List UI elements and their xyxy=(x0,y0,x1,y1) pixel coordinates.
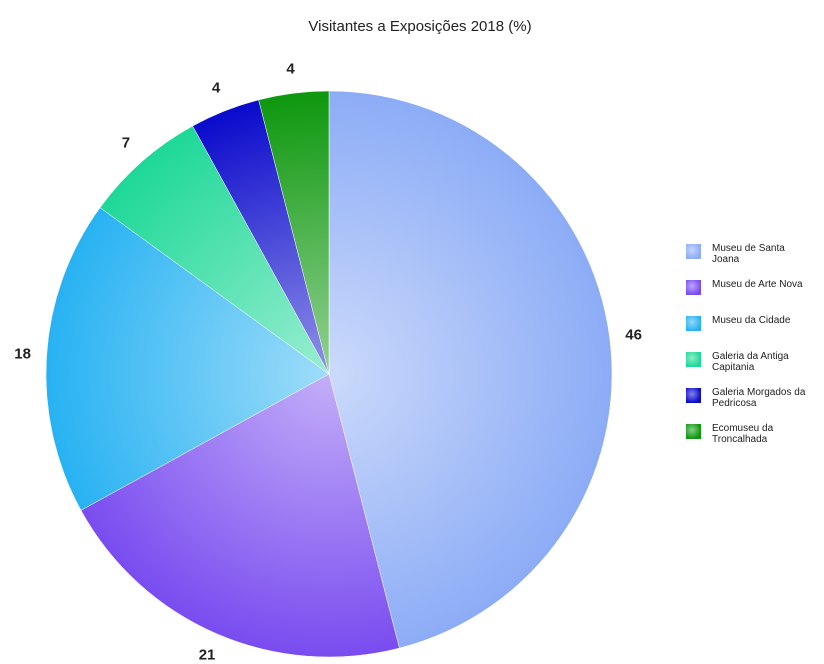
legend-item: Galeria Morgados da Pedricosa xyxy=(686,387,816,423)
data-label: 18 xyxy=(14,346,31,363)
data-label: 7 xyxy=(122,135,130,152)
pie xyxy=(45,90,613,658)
legend: Museu de Santa Joana Museu de Arte Nova Mu… xyxy=(686,243,816,459)
legend-label: Ecomuseu da Troncalhada xyxy=(712,423,774,445)
legend-label: Galeria Morgados da Pedricosa xyxy=(712,387,806,409)
legend-swatch xyxy=(686,352,701,367)
chart-title: Visitantes a Exposições 2018 (%) xyxy=(308,18,531,35)
data-label: 4 xyxy=(286,60,295,77)
legend-swatch xyxy=(686,424,701,439)
legend-swatch xyxy=(686,316,701,331)
data-label: 21 xyxy=(199,647,216,664)
legend-item: Museu da Cidade xyxy=(686,315,816,351)
legend-item: Museu de Arte Nova xyxy=(686,279,816,315)
legend-label: Museu de Arte Nova xyxy=(712,279,803,290)
legend-label: Museu da Cidade xyxy=(712,315,791,326)
legend-item: Ecomuseu da Troncalhada xyxy=(686,423,816,459)
data-label: 4 xyxy=(212,80,221,97)
legend-label: Galeria da Antiga Capitania xyxy=(712,351,789,373)
legend-label: Museu de Santa Joana xyxy=(712,243,785,265)
legend-swatch xyxy=(686,244,701,259)
legend-item: Museu de Santa Joana xyxy=(686,243,816,279)
data-label: 46 xyxy=(625,326,642,343)
legend-item: Galeria da Antiga Capitania xyxy=(686,351,816,387)
legend-swatch xyxy=(686,280,701,295)
legend-swatch xyxy=(686,388,701,403)
